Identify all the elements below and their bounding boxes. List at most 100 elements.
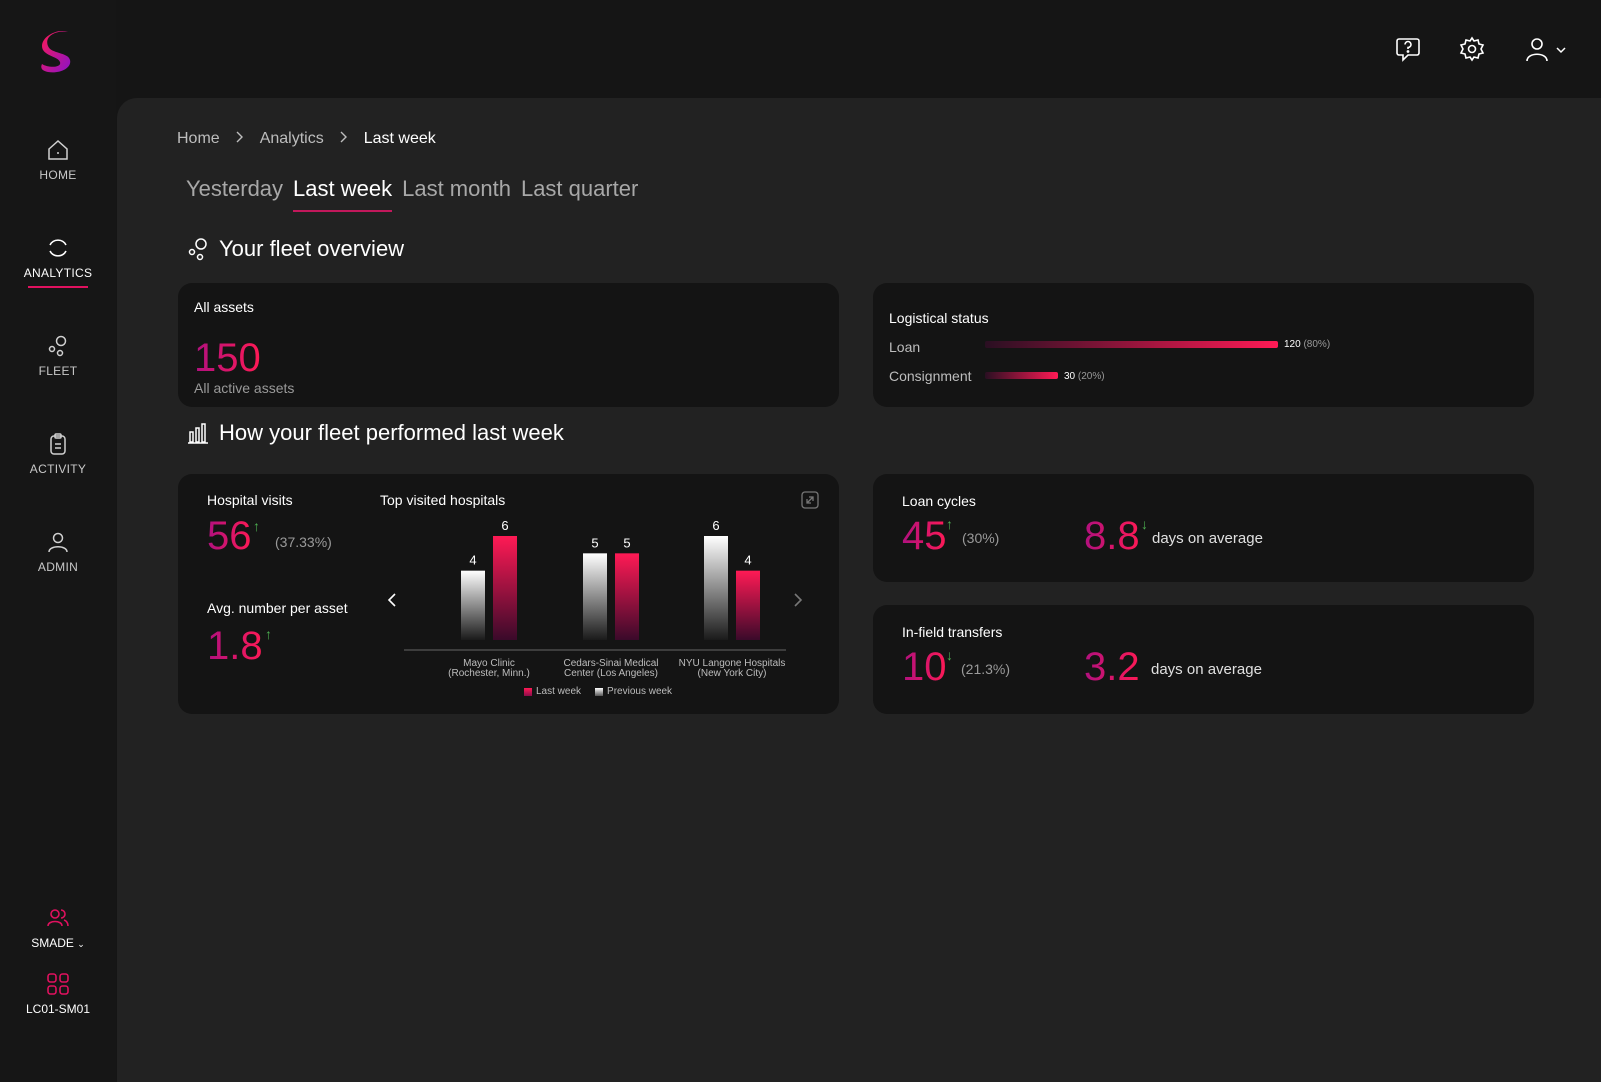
bar-data-label: 6 [501,518,508,533]
tab-last-quarter[interactable]: Last quarter [520,176,639,201]
bar-data-label: 6 [712,518,719,533]
sidebar: HOME ANALYTICS FLEET ACTIVITY ADMIN SMAD… [0,0,116,1082]
consignment-pct: (20%) [1077,371,1105,382]
hospital-visits-card: Hospital visits 56 ↑ (37.33%) Avg. numbe… [178,474,839,714]
performance-heading: How your fleet performed last week [187,420,564,446]
logistical-status-title: Logistical status [889,310,989,326]
transfers-avg-value: 3.2 [1084,645,1140,689]
analytics-icon [49,239,67,257]
chevron-right-icon [340,130,348,148]
transfers-pct: (21.3%) [961,661,1011,677]
x-tick-label: Mayo Clinic [463,658,515,669]
legend-label: Last week [536,686,582,697]
top-hospitals-chart: 4 6 Mayo Clinic(Rochester, Minn.) 5 5 Cedars-… [404,518,786,679]
bar-previous-week [461,570,485,640]
legend-swatch [595,687,604,696]
all-assets-card: All assets 150 All active assets [178,283,839,407]
consignment-count: 30 [1064,371,1076,382]
user-menu[interactable] [1524,36,1570,62]
fleet-icon [48,335,67,357]
tab-last-week[interactable]: Last week [293,176,393,212]
arrow-up-icon: ↑ [265,626,272,642]
nav-analytics[interactable]: ANALYTICS [0,236,116,288]
hospital-visits-value: 56 [207,514,252,558]
transfers-title: In-field transfers [902,624,1003,640]
avg-per-asset-value: 1.8 [207,624,263,668]
app-logo[interactable] [38,30,78,74]
logistical-status-card: Logistical status Loan 120 (80%) Consign… [873,283,1534,407]
nav-admin-label: ADMIN [37,560,79,574]
x-tick-label: (New York City) [698,668,767,679]
clipboard-icon [50,433,66,455]
loan-label: Loan [889,339,921,355]
chevron-right-icon[interactable] [792,592,804,608]
arrow-down-icon: ↓ [1141,516,1148,532]
bar-data-label: 4 [469,553,476,568]
fleet-overview-heading: Your fleet overview [187,236,404,262]
chevron-down-icon: ⌄ [77,939,85,949]
period-tabs: Yesterday Last week Last month Last quar… [186,176,638,212]
breadcrumb-home[interactable]: Home [177,130,220,147]
nav-activity[interactable]: ACTIVITY [0,432,116,476]
help-icon[interactable] [1395,36,1421,62]
legend-previous-week: Previous week [595,686,672,697]
breadcrumb: Home Analytics Last week [177,130,436,148]
user-icon [1526,38,1548,62]
grid-icon [47,973,69,995]
device-name: LC01-SM01 [25,1002,91,1016]
x-tick-label: Center (Los Angeles) [564,668,658,679]
user-icon [48,532,68,553]
x-tick-label: Cedars-Sinai Medical [563,658,658,669]
bar-last-week [493,536,517,640]
arrow-up-icon: ↑ [946,516,953,532]
consignment-label: Consignment [889,368,972,384]
bar-last-week [615,553,639,640]
bar-chart-icon [188,423,208,444]
all-assets-value: 150 [194,336,261,380]
tab-last-month[interactable]: Last month [402,176,511,201]
transfers-avg-label: days on average [1151,661,1262,678]
performance-title: How your fleet performed last week [219,420,564,445]
chevron-right-icon [236,130,244,148]
loan-cycles-value: 45 [902,514,947,558]
bar-data-label: 5 [623,535,630,550]
tab-yesterday[interactable]: Yesterday [186,176,284,201]
nav-fleet[interactable]: FLEET [0,334,116,378]
loan-value: 120 (80%) [1284,339,1330,350]
avg-per-asset-title: Avg. number per asset [207,600,348,616]
nav-admin[interactable]: ADMIN [0,530,116,574]
legend-label: Previous week [607,686,673,697]
device-selector[interactable]: LC01-SM01 [0,972,116,1016]
loan-cycles-title: Loan cycles [902,493,976,509]
nav-home[interactable]: HOME [0,138,116,182]
loan-count: 120 [1284,339,1301,350]
x-tick-label: NYU Langone Hospitals [679,658,786,669]
bar-data-label: 4 [744,553,751,568]
nav-home-label: HOME [39,168,77,182]
breadcrumb-current: Last week [363,130,436,147]
loan-bar [985,341,1278,348]
consignment-value: 30 (20%) [1064,371,1105,382]
arrow-up-icon: ↑ [253,518,260,534]
nav-activity-label: ACTIVITY [29,462,87,476]
nav-fleet-label: FLEET [38,364,78,378]
loan-cycles-avg-label: days on average [1152,530,1263,547]
x-tick-label: (Rochester, Minn.) [448,668,530,679]
nav-analytics-label: ANALYTICS [23,266,93,280]
loan-cycles-avg-value: 8.8 [1084,514,1140,558]
all-assets-title: All assets [194,299,254,315]
hospital-visits-title: Hospital visits [207,492,293,508]
expand-icon[interactable] [801,491,819,509]
in-field-transfers-card: In-field transfers 10 ↓ (21.3%) 3.2 days… [873,605,1534,714]
hospital-visits-pct: (37.33%) [275,534,332,550]
loan-cycles-card: Loan cycles 45 ↑ (30%) 8.8 ↓ days on ave… [873,474,1534,582]
bar-data-label: 5 [591,535,598,550]
all-assets-subtitle: All active assets [194,380,295,396]
org-name: SMADE [31,936,74,950]
main-panel: Home Analytics Last week Yesterday Last … [117,98,1601,1082]
org-selector[interactable]: SMADE ⌄ [0,906,116,950]
chevron-left-icon[interactable] [386,592,398,608]
bar-previous-week [583,553,607,640]
gear-icon[interactable] [1459,36,1485,62]
breadcrumb-analytics[interactable]: Analytics [259,130,324,147]
